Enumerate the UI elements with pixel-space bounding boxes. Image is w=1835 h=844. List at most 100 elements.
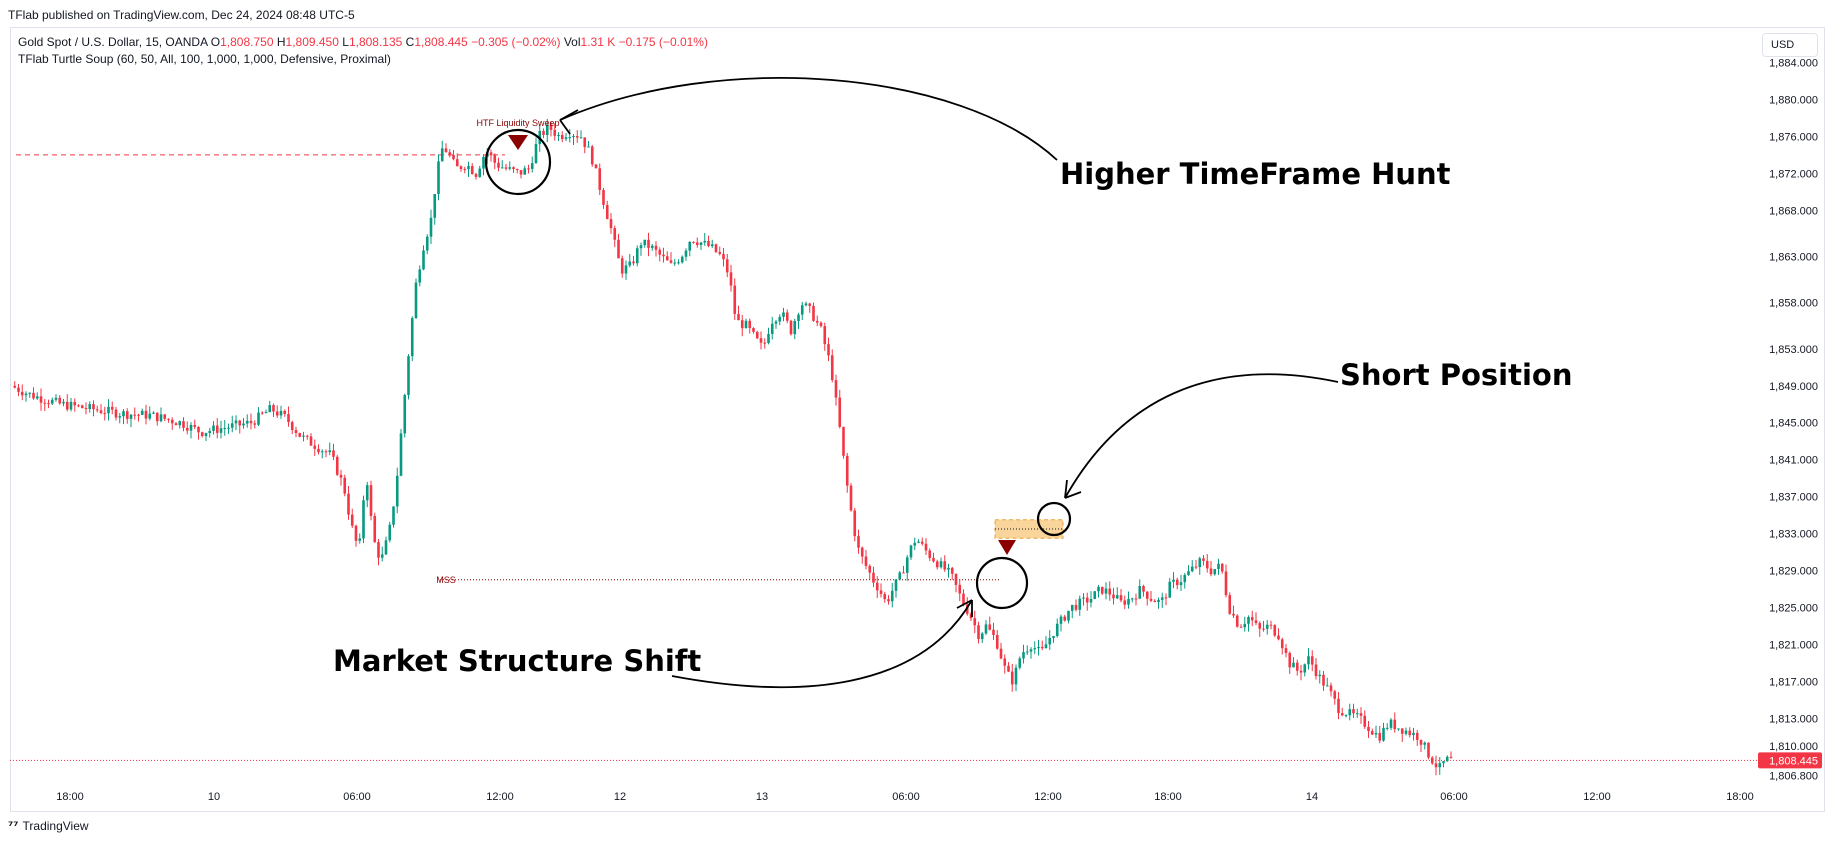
candle-body xyxy=(1344,715,1348,717)
y-tick-label: 1,825.000 xyxy=(1769,602,1818,614)
y-tick-label: 1,876.000 xyxy=(1769,131,1818,143)
short-arrow-head-icon xyxy=(1064,479,1082,499)
candle-body xyxy=(1108,588,1112,595)
x-tick-label: 18:00 xyxy=(56,791,84,803)
symbol-name[interactable]: Gold Spot / U.S. Dollar, 15, OANDA xyxy=(18,35,208,49)
x-tick-label: 14 xyxy=(1306,791,1318,803)
candle-body xyxy=(388,524,392,541)
candle-body xyxy=(332,450,335,457)
y-tick-label: 1,863.000 xyxy=(1769,251,1818,263)
candle-body xyxy=(197,426,200,433)
currency-button[interactable]: USD xyxy=(1762,33,1818,57)
candle-body xyxy=(1310,656,1314,665)
candle-body xyxy=(95,409,99,411)
candle-body xyxy=(1295,662,1299,671)
candle-body xyxy=(849,485,853,511)
candle-body xyxy=(249,420,253,424)
candle-body xyxy=(808,303,812,306)
htf-circle xyxy=(484,128,552,196)
x-tick-label: 10 xyxy=(208,791,220,803)
candle-body xyxy=(1134,598,1138,600)
candle-body xyxy=(1160,597,1164,600)
candle-body xyxy=(845,455,849,486)
candle-body xyxy=(463,168,467,170)
candle-body xyxy=(680,256,684,263)
x-axis: 18:00 10 06:00 12:00 12 13 06:00 12:00 18:00 14 06… xyxy=(56,791,1754,803)
candle-body xyxy=(898,572,902,580)
candle-body xyxy=(260,412,264,414)
y-tick-label: 1,821.000 xyxy=(1769,639,1818,651)
candle-body xyxy=(422,250,425,270)
candle-body xyxy=(174,423,178,426)
candle-body xyxy=(1104,588,1108,594)
candle-body xyxy=(917,541,920,543)
y-tick-label: 1,833.000 xyxy=(1769,529,1818,541)
candle-body xyxy=(1269,624,1273,626)
indicator-legend[interactable]: TFlab Turtle Soup (60, 50, All, 100, 1,0… xyxy=(18,52,391,66)
candle-body xyxy=(497,162,500,168)
candle-body xyxy=(144,410,148,419)
candle-body xyxy=(598,168,602,190)
candle-body xyxy=(1149,598,1153,601)
candle-body xyxy=(1213,568,1217,575)
tradingview-brand[interactable]: ⁷⁷ TradingView xyxy=(8,819,89,833)
candle-body xyxy=(1089,598,1093,603)
candle-body xyxy=(1273,625,1277,636)
candle-body xyxy=(992,629,995,636)
candle-body xyxy=(999,648,1003,659)
candle-body xyxy=(1040,646,1044,649)
candle-body xyxy=(969,613,973,619)
candle-body xyxy=(602,189,605,205)
candle-body xyxy=(684,250,688,257)
candle-body xyxy=(624,265,628,274)
candle-body xyxy=(1063,616,1067,621)
candle-body xyxy=(1100,586,1104,594)
candle-body xyxy=(557,134,560,136)
candle-body xyxy=(347,493,350,515)
candle-body xyxy=(20,391,24,396)
candle-body xyxy=(482,156,485,169)
candle-body xyxy=(669,260,673,263)
candle-body xyxy=(767,333,770,344)
candle-body xyxy=(1190,566,1194,572)
y-tick-label: 1,858.000 xyxy=(1769,298,1818,310)
candle-body xyxy=(1322,674,1325,686)
candle-body xyxy=(793,321,797,335)
candle-body xyxy=(185,427,189,431)
candle-body xyxy=(1348,709,1352,716)
candle-body xyxy=(1112,594,1115,599)
candle-body xyxy=(1434,763,1438,768)
mss-label: MSS xyxy=(436,575,456,585)
candle-body xyxy=(778,316,782,322)
open-label: O xyxy=(210,35,221,49)
candle-body xyxy=(230,423,234,428)
candle-body xyxy=(883,593,887,600)
candle-body xyxy=(920,541,924,544)
y-axis: 1,884.000 1,880.000 1,876.000 1,872.000 1,86… xyxy=(10,57,1822,783)
candle-body xyxy=(804,303,808,306)
candle-body xyxy=(1048,637,1052,645)
candle-body xyxy=(418,269,422,283)
candle-body xyxy=(167,418,170,420)
sweep-triangle-icon xyxy=(508,135,528,150)
candle-body xyxy=(493,155,497,163)
chart-frame[interactable] xyxy=(10,27,1825,812)
candle-body xyxy=(692,241,695,243)
brand-name: TradingView xyxy=(22,819,89,833)
volume-value: 1.31 K xyxy=(580,35,616,49)
candle-body xyxy=(1337,698,1340,714)
candle-body xyxy=(407,356,410,396)
candle-body xyxy=(290,422,294,431)
candle-body xyxy=(362,500,365,539)
candle-body xyxy=(1202,558,1205,561)
candle-body xyxy=(860,547,864,557)
candle-body xyxy=(1093,591,1097,599)
candle-body xyxy=(1187,571,1190,575)
candle-body xyxy=(193,424,197,427)
candle-body xyxy=(1115,595,1119,599)
candle-body xyxy=(677,262,680,264)
candle-body xyxy=(718,252,722,254)
candle-body xyxy=(1329,685,1333,692)
candle-body xyxy=(752,328,755,332)
